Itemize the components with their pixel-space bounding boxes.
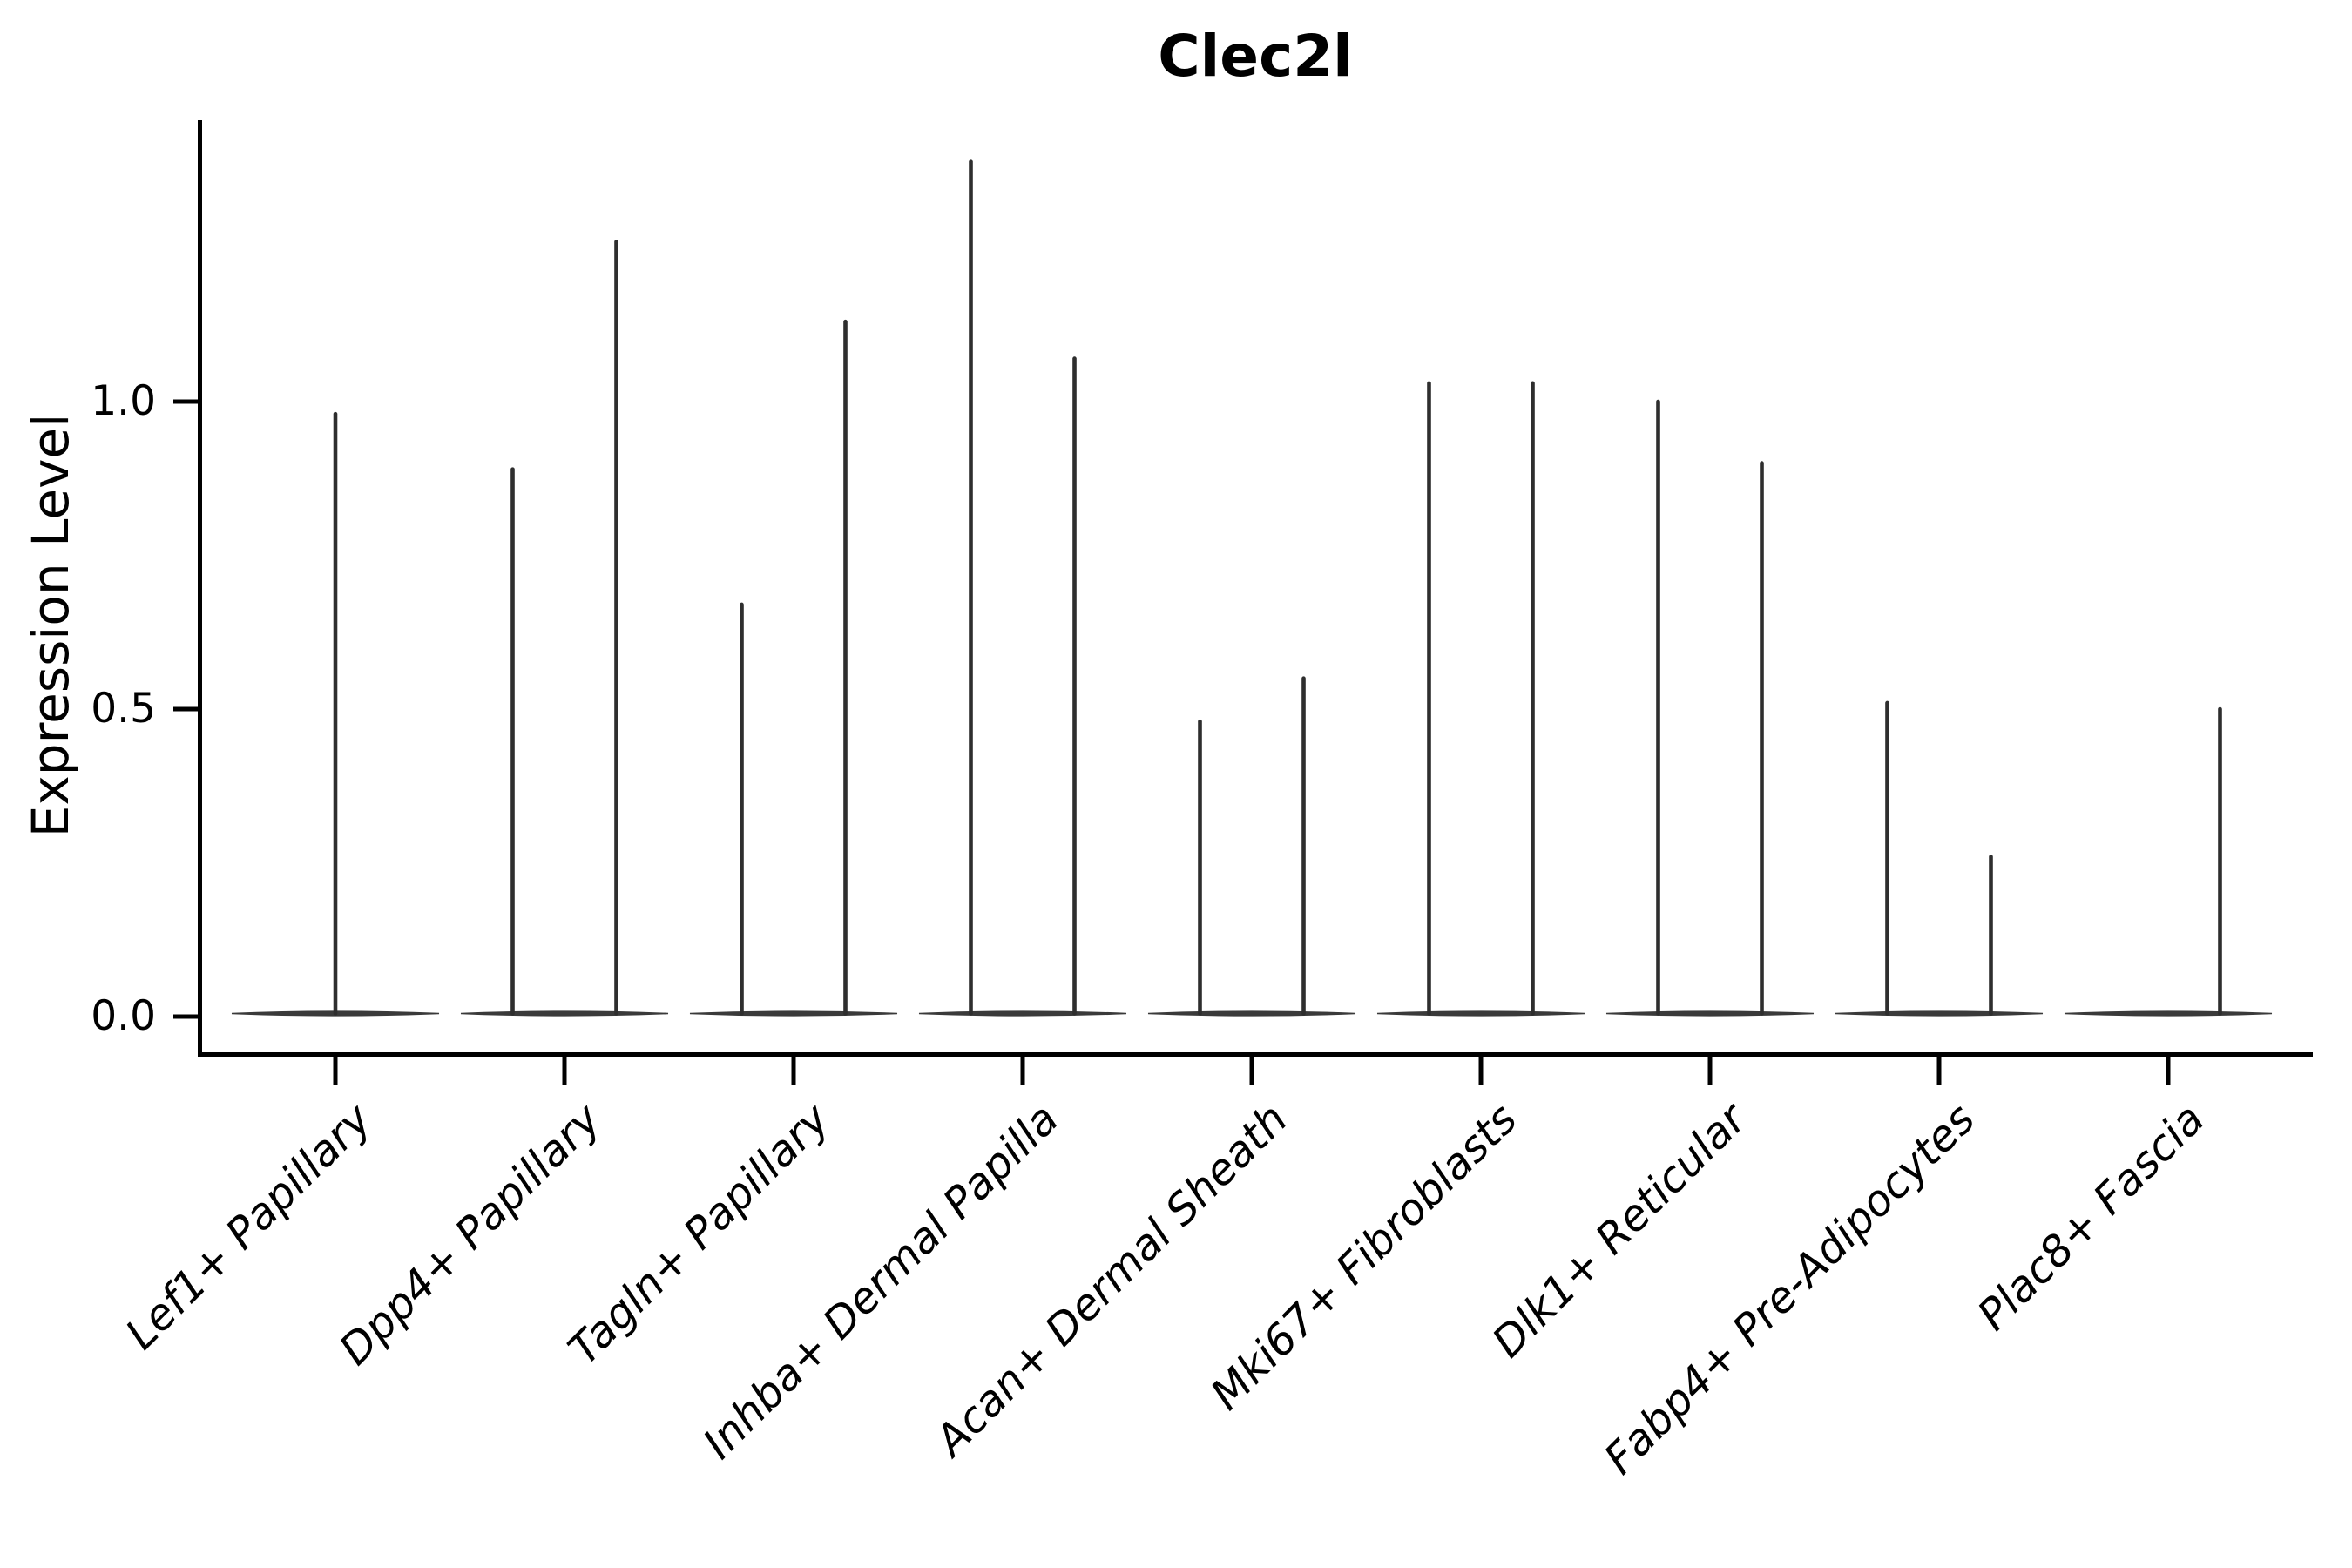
violin-body bbox=[689, 1010, 898, 1017]
violin-body bbox=[1835, 1010, 2044, 1017]
y-tick-label: 0.0 bbox=[91, 992, 156, 1040]
violin-body bbox=[1147, 1010, 1356, 1017]
plot-title: Clec2l bbox=[1158, 23, 1353, 90]
violin-body bbox=[1376, 1010, 1585, 1017]
violin-body bbox=[1605, 1010, 1815, 1017]
y-tick-label: 1.0 bbox=[91, 377, 156, 425]
violin-body bbox=[460, 1010, 669, 1017]
violin-body bbox=[2064, 1010, 2273, 1017]
y-tick-label: 0.5 bbox=[91, 685, 156, 733]
violin-body bbox=[918, 1010, 1127, 1017]
